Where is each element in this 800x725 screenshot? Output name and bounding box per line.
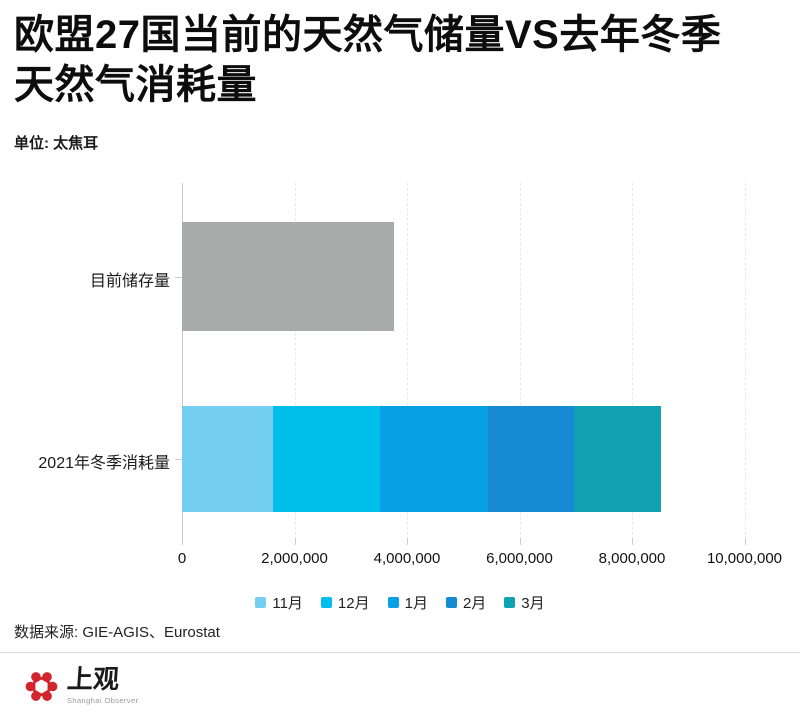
legend-swatch	[387, 596, 399, 608]
shanghai-observer-logo-icon	[25, 671, 58, 701]
footer-divider	[0, 652, 800, 653]
category-label: 目前储存量	[89, 272, 170, 290]
bar-segment	[574, 406, 662, 512]
logo-name-en: Shanghai Observer	[67, 696, 139, 705]
bar-segment	[380, 406, 488, 512]
x-axis-tick	[182, 538, 183, 545]
legend-label: 11月	[272, 594, 303, 612]
x-axis-label: 2,000,000	[261, 550, 328, 567]
x-axis-tick	[744, 538, 746, 545]
page-title-line-2: 天然气消耗量	[14, 63, 257, 107]
chart-legend: 11月 12月 1月 2月 3月	[0, 592, 800, 612]
legend-item: 11月	[255, 592, 303, 613]
x-axis-label: 4,000,000	[373, 550, 441, 567]
legend-item: 12月	[320, 592, 370, 613]
x-axis-tick	[519, 538, 521, 545]
legend-label: 2月	[462, 594, 487, 612]
category-tick	[175, 459, 182, 460]
legend-label: 1月	[404, 594, 428, 612]
x-axis-tick	[407, 538, 408, 545]
legend-label: 3月	[521, 594, 545, 612]
x-axis-label: 8,000,000	[598, 550, 666, 567]
shanghai-observer-logo: 上观 Shanghai Observer	[25, 665, 139, 705]
legend-swatch	[504, 596, 516, 608]
legend-item: 2月	[445, 592, 487, 613]
bar-segment	[182, 406, 274, 512]
y-axis-line	[182, 183, 183, 545]
gridline	[519, 183, 521, 540]
bar-segment	[488, 406, 575, 512]
logo-wordmark: 上观 Shanghai Observer	[65, 665, 139, 705]
legend-swatch	[320, 596, 332, 608]
unit-label: 单位: 太焦耳	[14, 135, 99, 152]
logo-name-zh: 上观	[65, 665, 121, 695]
x-axis-label: 10,000,000	[706, 550, 783, 567]
category-tick	[175, 276, 182, 278]
legend-label: 12月	[337, 594, 370, 612]
bar-segment	[273, 406, 380, 512]
page-title-line-1: 欧盟27国当前的天然气储量VS去年冬季	[14, 13, 722, 57]
gridline	[744, 183, 746, 540]
bar-segment	[182, 222, 395, 331]
category-label: 2021年冬季消耗量	[38, 455, 170, 472]
legend-swatch	[255, 596, 267, 608]
gridline	[407, 183, 408, 540]
data-source-label: 数据来源: GIE-AGIS、Eurostat	[14, 624, 220, 641]
page-title: 欧盟27国当前的天然气储量VS去年冬季 天然气消耗量	[14, 10, 794, 110]
x-axis-tick	[632, 538, 633, 545]
legend-item: 1月	[387, 592, 428, 613]
gridline	[294, 183, 296, 540]
legend-item: 3月	[504, 592, 545, 613]
x-axis-label: 0	[177, 550, 187, 567]
x-axis-tick	[294, 538, 296, 545]
legend-swatch	[445, 596, 457, 608]
gridline	[632, 183, 633, 540]
x-axis-label: 6,000,000	[486, 550, 553, 567]
